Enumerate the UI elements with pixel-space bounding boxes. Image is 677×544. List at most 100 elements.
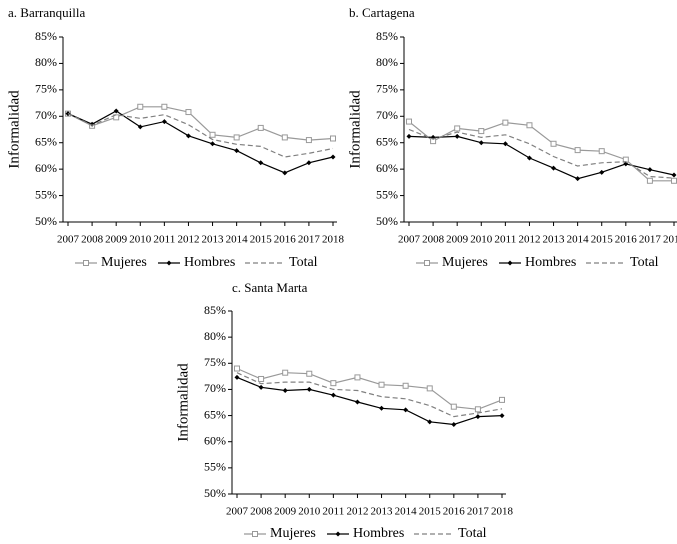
series-line [408,135,675,180]
legend-label: Hombres [184,255,235,270]
y-tick-label: 60% [35,161,57,175]
x-tick-label: 2011 [322,506,344,517]
marker [499,413,505,419]
marker [499,396,505,403]
marker [258,384,264,390]
y-tick-label: 55% [35,187,57,201]
legend-marker [252,531,258,537]
panel-title: a. Barranquilla [8,5,85,20]
x-tick-label: 2011 [494,234,516,245]
marker [646,177,653,184]
marker [258,160,264,166]
series-line [67,106,334,141]
x-tick-label: 2014 [567,234,590,245]
marker [406,133,412,139]
x-tick-label: 2013 [202,234,224,245]
marker [378,381,385,388]
x-tick-label: 2007 [398,234,420,245]
marker [354,399,360,405]
x-tick-label: 2014 [395,506,418,517]
x-tick-label: 2015 [591,234,613,245]
marker [185,133,191,139]
series-line [67,110,334,174]
legend-label: Mujeres [442,255,488,270]
marker [282,387,288,393]
y-tick-label: 60% [204,433,226,447]
marker [161,119,167,125]
marker [258,375,265,382]
marker [306,160,312,166]
marker [305,137,312,144]
series-line [236,372,503,418]
marker [427,419,433,425]
x-tick-label: 2014 [226,234,249,245]
marker [185,109,192,116]
y-axis-label: Informalidad [6,90,22,169]
x-tick-label: 2016 [615,234,637,245]
marker [550,140,557,147]
series-line [408,121,674,182]
legend-label: Total [289,255,318,270]
y-tick-label: 80% [35,55,57,69]
marker [502,141,508,147]
legend-label: Mujeres [270,526,316,541]
marker [406,118,412,125]
marker [113,108,119,114]
marker [450,403,457,410]
marker [282,369,289,376]
series-line [408,128,675,179]
y-tick-label: 70% [35,108,57,122]
marker [330,154,336,160]
marker [330,392,336,398]
marker [234,365,240,372]
y-tick-label: 75% [204,355,226,369]
marker [478,128,485,135]
x-tick-label: 2007 [57,234,79,245]
legend-label: Hombres [353,526,404,541]
x-tick-label: 2009 [274,506,296,517]
marker [647,167,653,173]
marker [502,119,509,126]
marker [137,124,143,130]
x-tick-label: 2008 [422,234,444,245]
x-tick-label: 2013 [371,506,393,517]
marker [671,172,677,178]
y-tick-label: 65% [204,407,226,421]
y-tick-label: 80% [376,55,398,69]
legend-marker [507,260,513,266]
marker [426,385,433,392]
legend-marker [335,531,341,537]
marker [257,124,264,131]
y-tick-label: 85% [204,303,226,317]
marker [474,406,481,413]
marker [354,374,361,381]
x-tick-label: 2009 [105,234,127,245]
x-tick-label: 2018 [663,234,677,245]
marker [330,135,336,142]
x-tick-label: 2008 [250,506,272,517]
legend-label: Total [458,526,487,541]
series-line [67,113,334,158]
marker [234,148,240,154]
marker [306,370,313,377]
marker [454,125,461,132]
x-tick-label: 2016 [274,234,296,245]
x-tick-label: 2007 [226,506,248,517]
y-tick-label: 55% [204,460,226,474]
y-tick-label: 50% [376,214,398,228]
y-tick-label: 65% [376,134,398,148]
x-tick-label: 2012 [177,234,199,245]
marker [599,169,605,175]
y-axis-label: Informalidad [175,363,191,442]
panel-title: c. Santa Marta [232,280,308,295]
legend-label: Mujeres [101,255,147,270]
marker [574,147,581,154]
legend-marker [166,260,172,266]
x-tick-label: 2015 [419,506,441,517]
y-tick-label: 60% [376,161,398,175]
legend-marker [83,260,89,266]
marker [210,141,216,147]
marker [451,421,457,427]
y-tick-label: 85% [376,29,398,43]
